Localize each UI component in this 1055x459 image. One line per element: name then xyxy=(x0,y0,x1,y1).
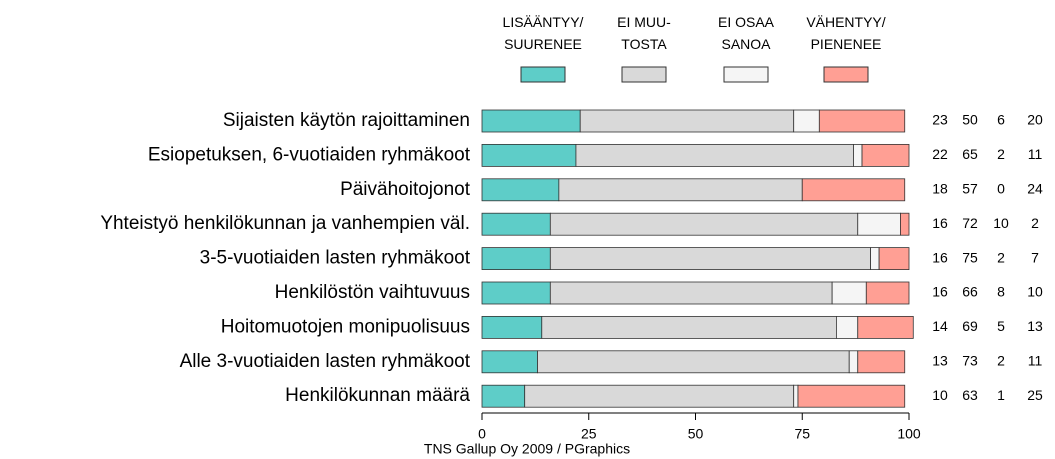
legend-label: LISÄÄNTYY/ SUURENEE xyxy=(502,14,584,52)
value-label: 10 xyxy=(993,215,1009,231)
value-label: 8 xyxy=(997,284,1005,300)
value-label: 7 xyxy=(1031,249,1039,265)
bar-segment xyxy=(524,384,795,408)
bar-segment xyxy=(878,247,910,271)
bar-segment xyxy=(793,109,820,133)
bar-segment xyxy=(831,281,867,305)
value-label: 16 xyxy=(932,249,948,265)
value-label: 14 xyxy=(932,318,948,334)
bar-segment xyxy=(857,350,906,374)
bar-segment xyxy=(481,247,551,271)
legend-swatch xyxy=(621,66,667,83)
value-label: 2 xyxy=(997,146,1005,162)
value-label: 0 xyxy=(997,181,1005,197)
bar-segment xyxy=(793,384,799,408)
value-label: 18 xyxy=(932,181,948,197)
legend-label: EI MUU- TOSTA xyxy=(617,14,671,52)
value-label: 65 xyxy=(962,146,978,162)
value-label: 73 xyxy=(962,353,978,369)
bar-segment xyxy=(836,315,859,339)
value-label: 57 xyxy=(962,181,978,197)
value-label: 10 xyxy=(932,387,948,403)
value-label: 13 xyxy=(1027,318,1043,334)
bar-segment xyxy=(857,315,914,339)
category-label: Alle 3-vuotiaiden lasten ryhmäkoot xyxy=(180,351,471,372)
bar-segment xyxy=(579,109,795,133)
legend-swatch xyxy=(823,66,869,83)
bar-segment xyxy=(801,178,906,202)
legend-label: VÄHENTYY/ PIENENEE xyxy=(806,14,886,52)
value-label: 2 xyxy=(997,353,1005,369)
value-label: 5 xyxy=(997,318,1005,334)
footer: TNS Gallup Oy 2009 / PGraphics xyxy=(424,441,630,457)
bar-segment xyxy=(857,212,901,236)
bar-segment xyxy=(541,315,837,339)
category-label: Esiopetuksen, 6-vuotiaiden ryhmäkoot xyxy=(148,144,471,165)
value-label: 13 xyxy=(932,353,948,369)
bar-segment xyxy=(558,178,803,202)
value-label: 16 xyxy=(932,284,948,300)
value-label: 22 xyxy=(932,146,948,162)
bar-segment xyxy=(481,315,543,339)
value-label: 2 xyxy=(997,249,1005,265)
value-label: 23 xyxy=(932,112,948,128)
bar-segment xyxy=(537,350,850,374)
category-label: Sijaisten käytön rajoittaminen xyxy=(223,110,470,131)
legend-swatch xyxy=(520,66,566,83)
value-label: 2 xyxy=(1031,215,1039,231)
value-label: 20 xyxy=(1027,112,1043,128)
bar-segment xyxy=(481,109,581,133)
bar-segment xyxy=(818,109,906,133)
x-tick-label: 75 xyxy=(794,426,810,442)
value-label: 69 xyxy=(962,318,978,334)
value-label: 10 xyxy=(1027,284,1043,300)
value-label: 6 xyxy=(997,112,1005,128)
value-label: 11 xyxy=(1028,146,1043,162)
bar-segment xyxy=(797,384,906,408)
x-tick-label: 25 xyxy=(581,426,597,442)
value-label: 75 xyxy=(962,249,978,265)
bar-segment xyxy=(481,143,577,167)
value-label: 1 xyxy=(997,387,1005,403)
bar-segment xyxy=(549,247,871,271)
bar-segment xyxy=(549,281,833,305)
category-label: Hoitomuotojen monipuolisuus xyxy=(221,316,470,337)
x-tick-label: 50 xyxy=(688,426,704,442)
category-label: Päivähoitojonot xyxy=(340,179,471,200)
legend-swatch xyxy=(723,66,769,83)
legend-label: EI OSAA SANOA xyxy=(717,14,775,52)
value-label: 16 xyxy=(932,215,948,231)
category-label: Henkilöstön vaihtuvuus xyxy=(275,282,470,303)
bar-segment xyxy=(900,212,910,236)
bar-segment xyxy=(481,350,538,374)
bar-segment xyxy=(848,350,859,374)
value-label: 11 xyxy=(1028,353,1043,369)
x-tick-label: 100 xyxy=(897,426,921,442)
bar-segment xyxy=(861,143,910,167)
bar-segment xyxy=(575,143,854,167)
bar-segment xyxy=(549,212,859,236)
category-label: Yhteistyö henkilökunnan ja vanhempien vä… xyxy=(100,213,470,234)
value-label: 72 xyxy=(962,215,978,231)
value-label: 63 xyxy=(962,387,978,403)
x-tick-label: 0 xyxy=(478,426,486,442)
bar-segment xyxy=(481,281,551,305)
bar-segment xyxy=(853,143,863,167)
bar-segment xyxy=(481,384,526,408)
value-label: 25 xyxy=(1027,387,1043,403)
bar-segment xyxy=(865,281,910,305)
bar-segment xyxy=(870,247,880,271)
category-label: 3-5-vuotiaiden lasten ryhmäkoot xyxy=(200,248,471,269)
bar-segment xyxy=(481,178,560,202)
bar-segment xyxy=(481,212,551,236)
value-label: 24 xyxy=(1027,181,1043,197)
value-label: 66 xyxy=(962,284,978,300)
category-label: Henkilökunnan määrä xyxy=(285,385,470,406)
value-label: 50 xyxy=(962,112,978,128)
